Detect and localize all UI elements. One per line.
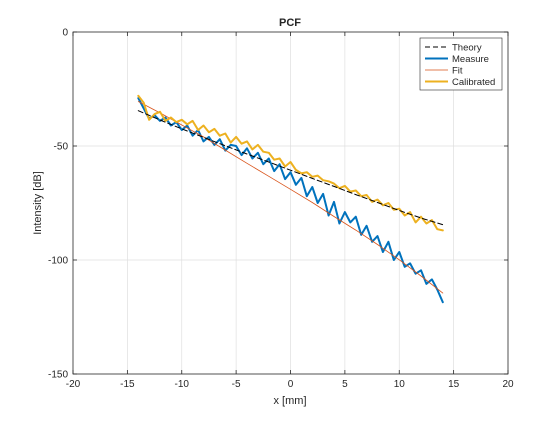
legend-label-fit: Fit: [452, 66, 463, 77]
chart-title: PCF: [279, 17, 301, 29]
legend-label-calibrated: Calibrated: [452, 77, 495, 88]
y-tick-label: -100: [48, 256, 68, 267]
x-tick-label: -15: [120, 379, 135, 390]
series-line-theory: [137, 110, 444, 226]
x-tick-label: -10: [175, 379, 190, 390]
legend-label-theory: Theory: [452, 43, 482, 54]
x-tick-label: -20: [66, 379, 81, 390]
plot-data: [137, 94, 444, 304]
x-tick-label: 0: [288, 379, 294, 390]
axis-ticks: -20 -15 -10 -5 0 5 10 15 20-150-100-500: [48, 28, 514, 391]
legend-label-measure: Measure: [452, 54, 489, 65]
series-line-fit: [137, 101, 444, 294]
y-tick-label: -50: [54, 142, 69, 153]
y-tick-label: -150: [48, 370, 68, 381]
x-tick-label: 15: [448, 379, 460, 390]
x-tick-label: 10: [394, 379, 406, 390]
x-tick-label: 20: [502, 379, 514, 390]
x-axis-label: x [mm]: [274, 395, 307, 407]
y-tick-label: 0: [62, 28, 68, 39]
y-axis-label: Intensity [dB]: [32, 171, 44, 235]
x-tick-label: 5: [342, 379, 348, 390]
x-tick-label: -5: [232, 379, 241, 390]
